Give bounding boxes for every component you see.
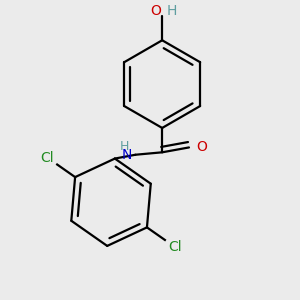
Text: O: O <box>196 140 207 154</box>
Text: Cl: Cl <box>40 151 54 164</box>
Text: N: N <box>122 148 132 162</box>
Text: H: H <box>120 140 129 153</box>
Text: O: O <box>150 4 161 18</box>
Text: H: H <box>167 4 177 18</box>
Text: Cl: Cl <box>168 240 182 254</box>
